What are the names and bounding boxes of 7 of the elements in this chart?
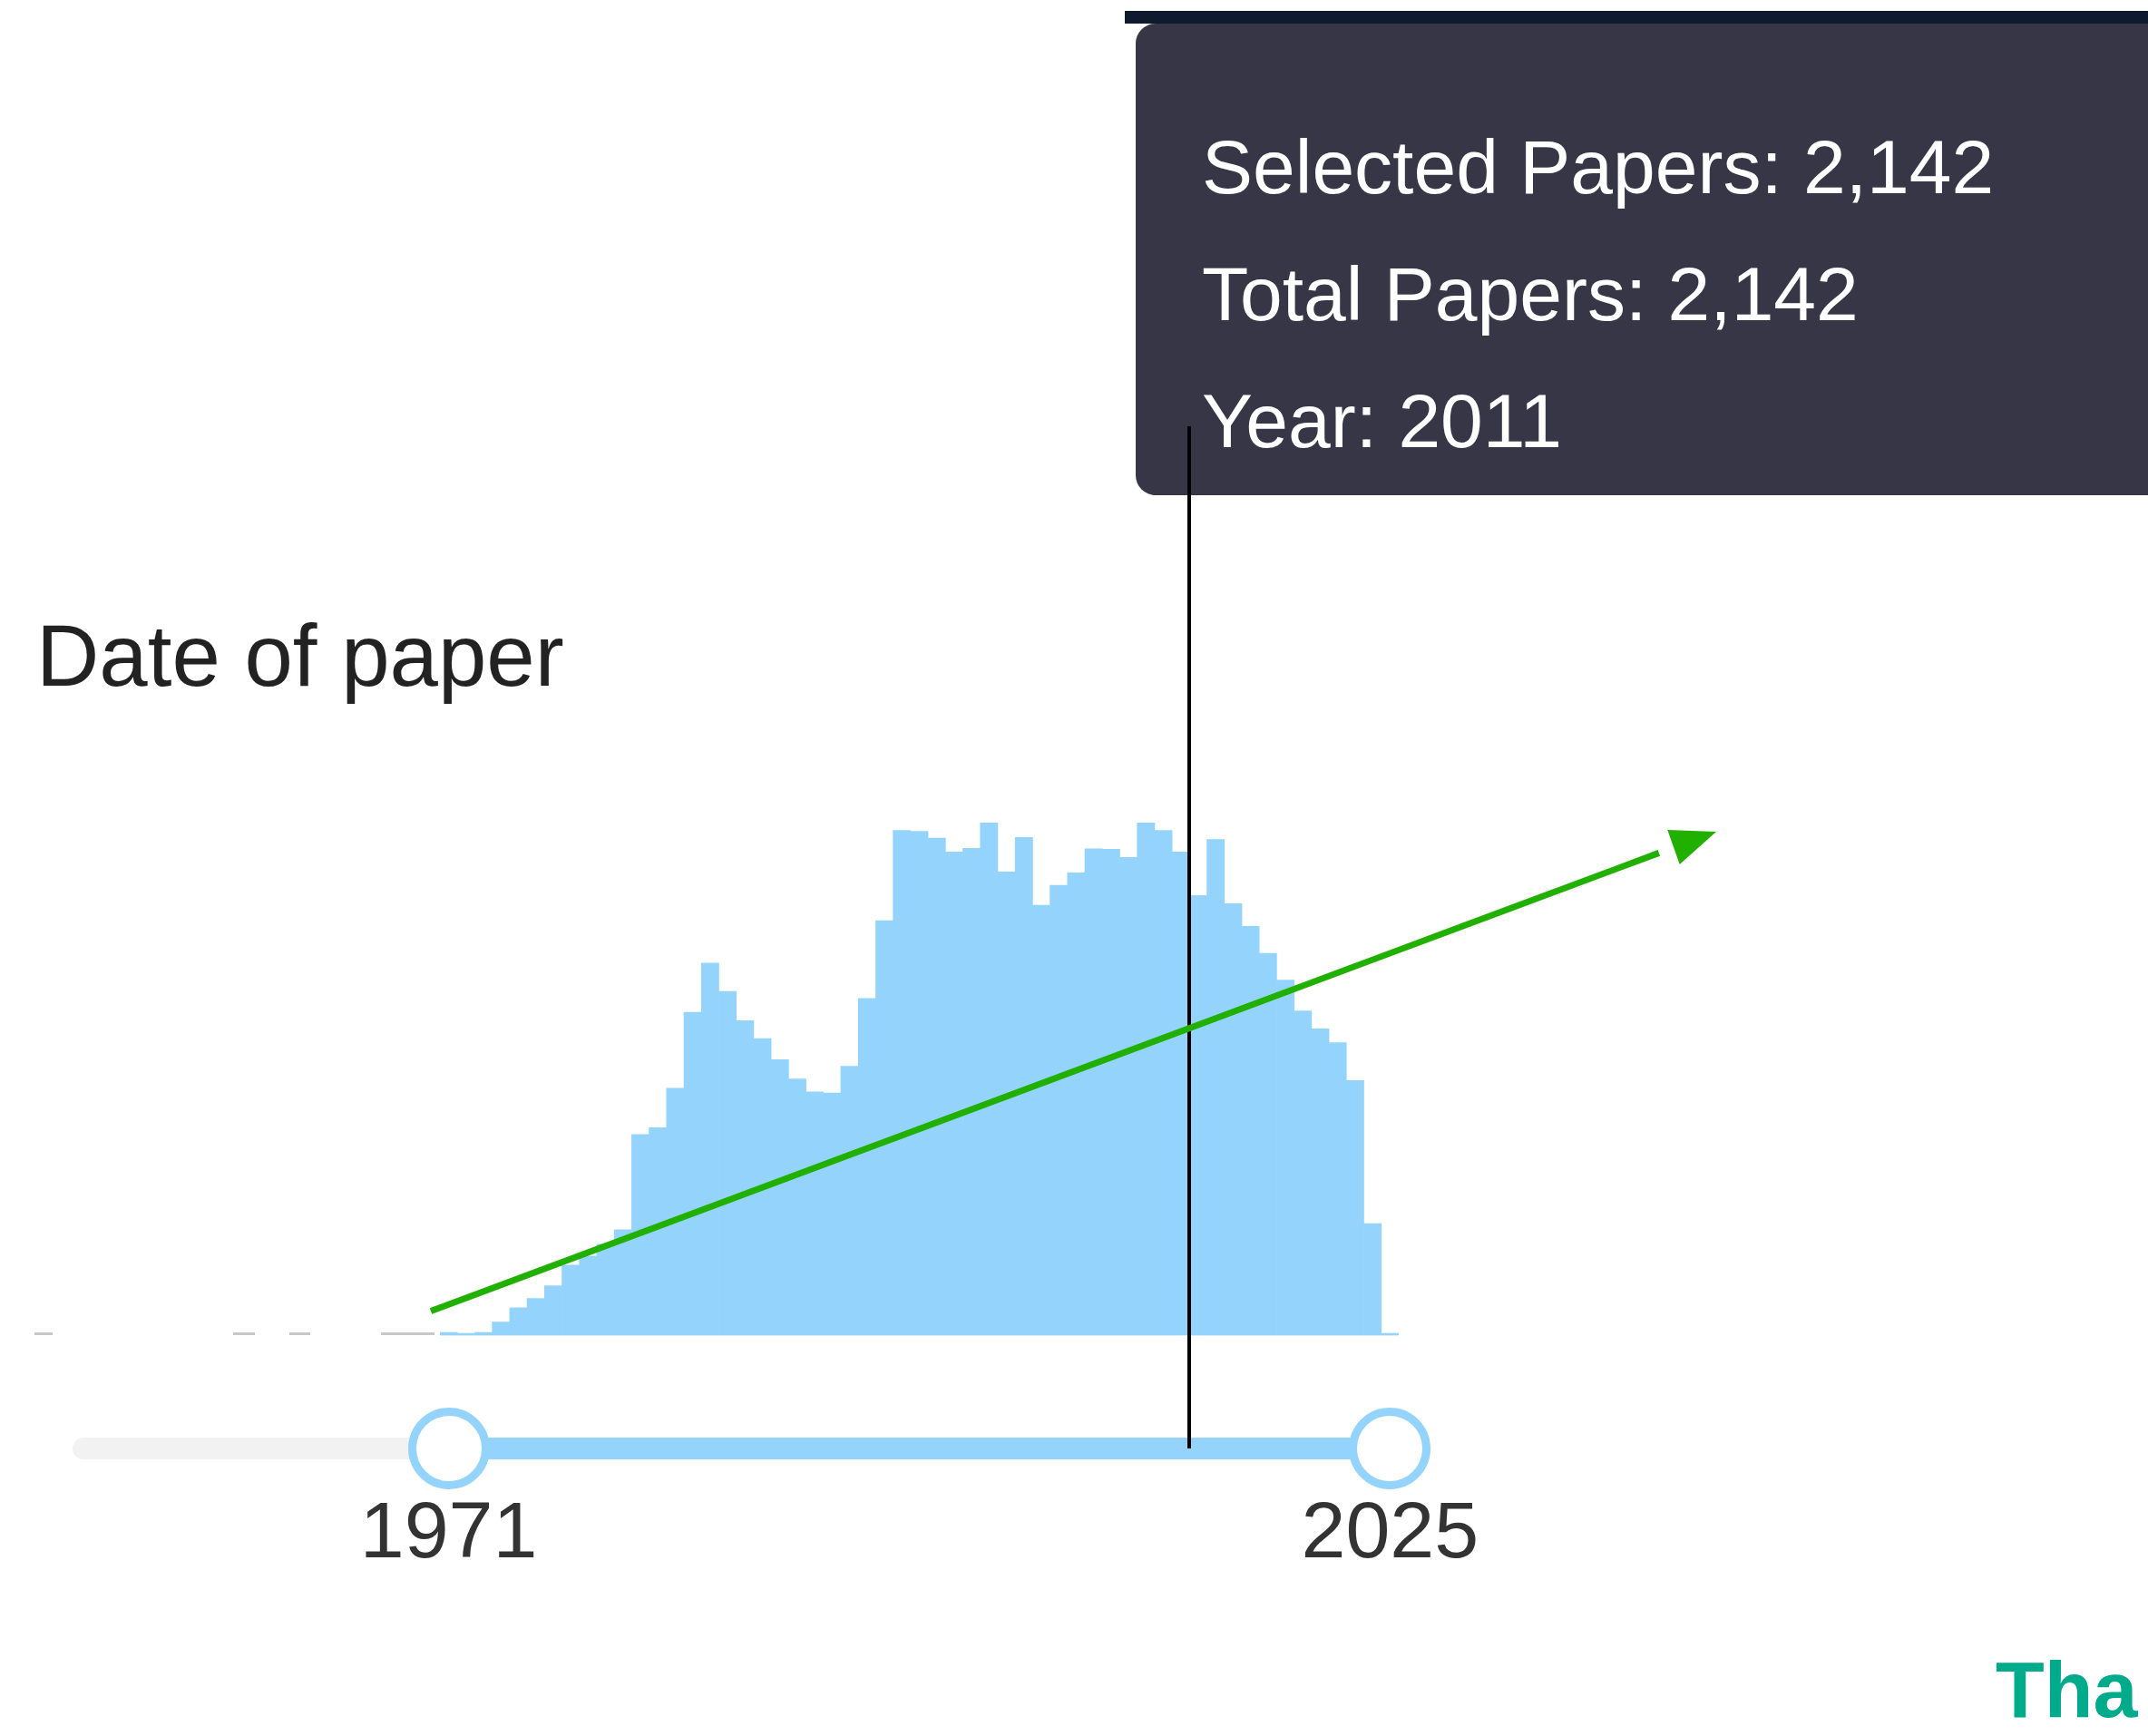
x-tick-label: 1971	[359, 1485, 538, 1575]
text: Total Papers: 2,142	[1202, 250, 1860, 338]
chart-title: Date of paper	[36, 606, 564, 706]
text: Tha	[1996, 1643, 2138, 1736]
x-tick-label: 2025	[1301, 1485, 1479, 1575]
text: Selected Papers: 2,142	[1202, 123, 1996, 211]
text: Year: 2011	[1202, 377, 1564, 465]
